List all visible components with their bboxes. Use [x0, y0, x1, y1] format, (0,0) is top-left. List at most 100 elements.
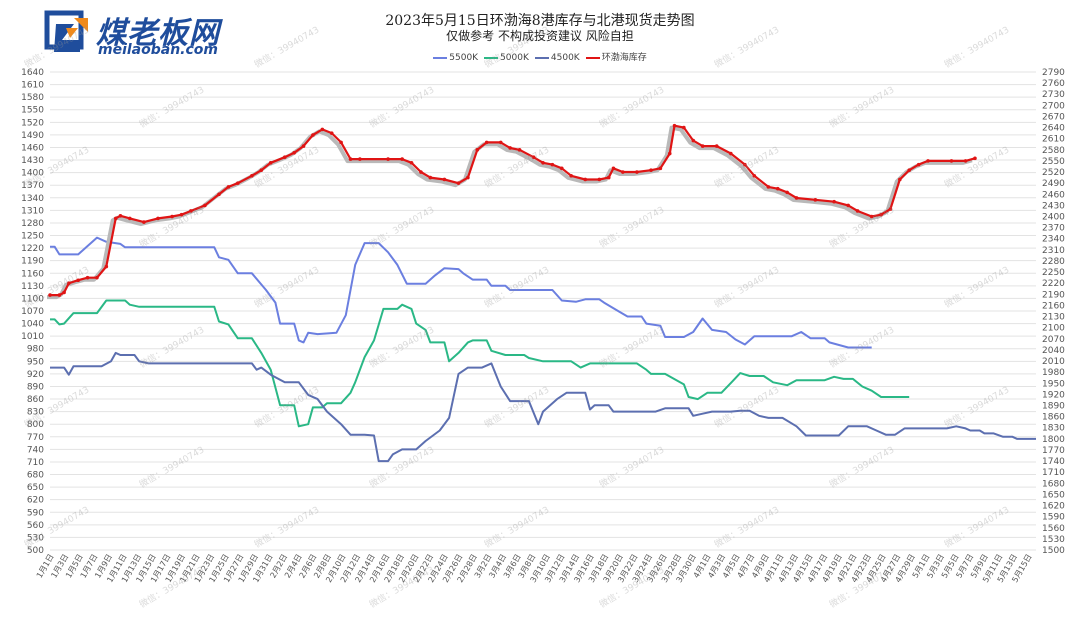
series-point	[76, 278, 80, 283]
series-point	[649, 168, 653, 172]
series-point	[794, 196, 799, 200]
y-left-tick-label: 1520	[21, 118, 44, 128]
series-point	[855, 209, 860, 213]
series-point	[682, 125, 686, 130]
y-right-tick-label: 1500	[1042, 546, 1065, 556]
series-point	[419, 170, 423, 174]
series-point	[973, 156, 977, 161]
series-point	[189, 209, 193, 213]
y-left-tick-label: 1340	[21, 194, 44, 204]
legend-item: 5500K	[433, 53, 478, 63]
series-point	[635, 170, 639, 174]
y-left-tick-label: 1490	[21, 131, 44, 141]
series-group	[47, 123, 1036, 463]
series-line	[50, 351, 1036, 463]
legend-label: 5500K	[449, 53, 479, 63]
y-left-tick-label: 1550	[21, 106, 44, 116]
series-point	[113, 216, 118, 221]
y-left-tick-label: 1070	[21, 307, 44, 317]
y-left-tick-label: 1580	[21, 93, 44, 103]
series-point	[752, 173, 757, 178]
series-point	[48, 293, 52, 297]
series-point	[217, 192, 221, 197]
y-right-tick-label: 2250	[1042, 268, 1065, 278]
series-point	[484, 140, 489, 145]
series-point	[348, 157, 353, 161]
series-point	[498, 140, 503, 145]
y-left-tick-label: 1400	[21, 169, 44, 179]
y-right-tick-label: 1710	[1042, 468, 1065, 478]
y-left-tick-label: 1640	[21, 68, 44, 78]
series-point	[700, 144, 705, 148]
series-point	[949, 159, 954, 163]
y-left-tick-label: 980	[27, 345, 44, 355]
y-left-tick-label: 1160	[21, 269, 44, 279]
y-left-tick-label: 1280	[21, 219, 44, 229]
series-point	[869, 214, 874, 219]
y-right-tick-label: 2580	[1042, 146, 1065, 156]
chart-legend: 5500K 5000K 4500K 环渤海库存	[0, 50, 1080, 63]
y-left-tick-label: 560	[27, 521, 44, 531]
y-right-tick-label: 1890	[1042, 401, 1065, 411]
y-right-tick-label: 2070	[1042, 335, 1065, 345]
y-right-tick-label: 1560	[1042, 524, 1065, 534]
series-point	[329, 131, 334, 135]
series-point	[170, 214, 174, 219]
y-right-tick-label: 2550	[1042, 157, 1065, 167]
y-left-tick-label: 680	[27, 471, 44, 481]
site-logo: 煤老板网 meilaoban.com	[44, 10, 264, 58]
series-point	[729, 151, 733, 156]
y-right-tick-label: 1920	[1042, 390, 1065, 400]
y-left-tick-label: 710	[27, 458, 44, 468]
legend-label: 环渤海库存	[601, 53, 647, 63]
series-shadow-line	[47, 125, 973, 300]
y-left-tick-label: 860	[27, 395, 44, 405]
y-left-tick-label: 890	[27, 382, 44, 392]
y-right-tick-label: 2190	[1042, 290, 1065, 300]
series-point	[128, 216, 132, 221]
legend-item: 环渤海库存	[585, 50, 647, 63]
y-right-tick-label: 2040	[1042, 346, 1065, 356]
series-point	[775, 186, 780, 191]
y-left-tick-label: 800	[27, 420, 44, 430]
series-point	[250, 173, 254, 178]
y-left-tick-label: 830	[27, 408, 44, 418]
series-point	[667, 151, 672, 156]
y-right-tick-label: 1680	[1042, 479, 1065, 489]
legend-label: 5000K	[500, 53, 529, 63]
logo-en-text: meilaoban.com	[98, 42, 219, 58]
y-left-tick-label: 1250	[21, 232, 44, 242]
y-left-tick-label: 740	[27, 445, 44, 455]
series-point	[428, 175, 433, 180]
series-point	[597, 177, 602, 182]
y-right-tick-label: 2790	[1042, 68, 1065, 78]
series-line	[50, 236, 872, 349]
y-right-tick-label: 2490	[1042, 179, 1065, 189]
y-right-tick-label: 1590	[1042, 513, 1065, 523]
series-point	[66, 281, 71, 286]
series-point	[621, 170, 625, 174]
series-point	[259, 168, 264, 172]
series-point	[531, 155, 536, 160]
series-point	[517, 148, 522, 152]
y-left-tick-label: 1220	[21, 244, 44, 254]
series-point	[606, 175, 611, 180]
y-right-tick-label: 1980	[1042, 368, 1065, 378]
y-right-tick-label: 2340	[1042, 235, 1065, 245]
series-point	[785, 190, 789, 195]
series-point	[926, 159, 930, 163]
y-right-tick-label: 2700	[1042, 101, 1065, 111]
series-point	[236, 181, 240, 185]
series-point	[85, 275, 90, 280]
y-left-tick-label: 530	[27, 533, 44, 543]
y-left-tick-label: 500	[27, 546, 44, 556]
series-point	[466, 175, 470, 180]
chart-title: 2023年5月15日环渤海8港库存与北港现货走势图	[385, 13, 695, 29]
series-point	[559, 166, 564, 171]
series-point	[456, 181, 461, 185]
y-left-tick-label: 950	[27, 357, 44, 367]
series-point	[95, 275, 99, 280]
y-right-tick-label: 2430	[1042, 201, 1065, 211]
